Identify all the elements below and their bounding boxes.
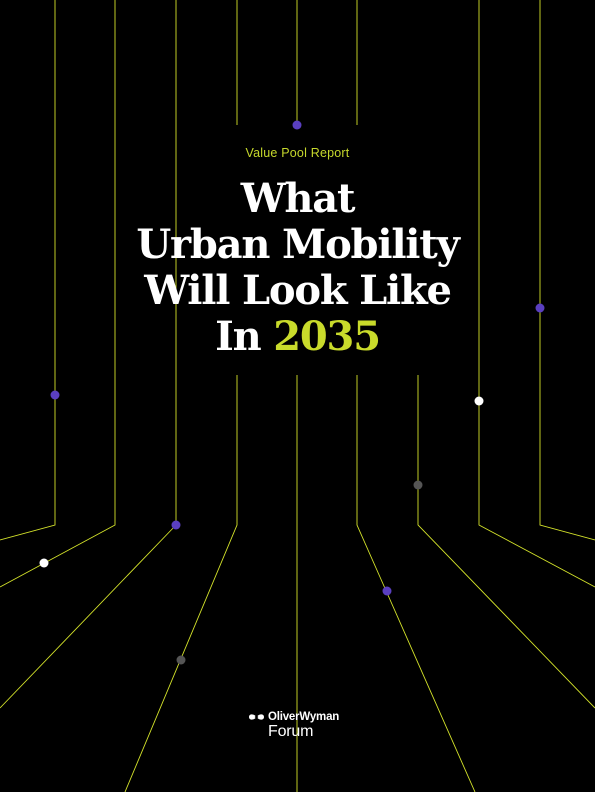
brand-sub: Forum	[268, 723, 314, 740]
line-center-right	[356, 375, 476, 792]
brand-logo: OliverWyman Forum	[248, 711, 339, 741]
station-dot-gray	[413, 480, 423, 490]
station-dot-purple	[292, 120, 302, 130]
line-center-left	[124, 375, 238, 792]
title-year: 2035	[273, 313, 381, 360]
title-line-1: What	[240, 175, 356, 222]
title-line-2: Urban Mobility	[136, 221, 459, 268]
report-title: What Urban Mobility Will Look Like In 20…	[0, 176, 595, 360]
line-right-1	[539, 0, 595, 541]
line-right-3	[417, 375, 595, 709]
oliver-wyman-logo-icon	[249, 714, 264, 720]
station-dot-white	[474, 396, 484, 406]
station-dot-purple	[171, 520, 181, 530]
station-dot-white	[39, 558, 49, 568]
station-dot-gray	[176, 655, 186, 665]
line-left-2	[0, 0, 116, 588]
title-line-4: In 2035	[0, 314, 595, 360]
station-dot-purple	[50, 390, 60, 400]
line-left-1	[0, 0, 56, 541]
title-line-3: Will Look Like	[144, 267, 452, 314]
station-dot-purple	[535, 303, 545, 313]
brand-name: OliverWyman	[268, 711, 340, 723]
station-dot-purple	[382, 586, 392, 596]
title-line-4-text: In	[215, 313, 262, 360]
line-right-2	[478, 0, 595, 588]
report-subtitle: Value Pool Report	[245, 146, 350, 160]
